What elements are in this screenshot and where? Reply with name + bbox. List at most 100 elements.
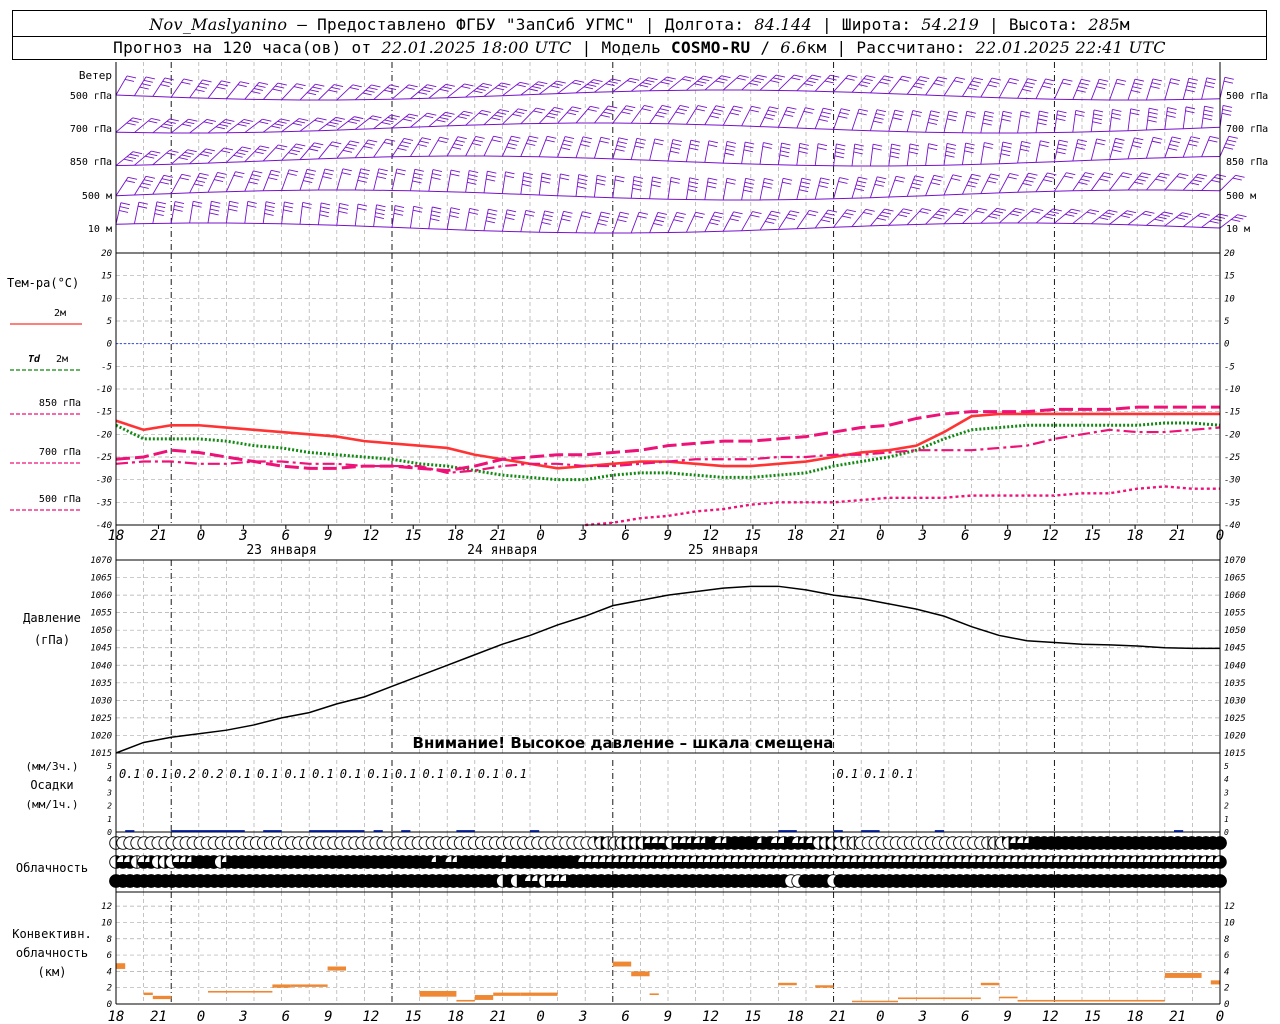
wind-barb-feather bbox=[1020, 144, 1030, 148]
wind-barb-feather bbox=[432, 173, 442, 176]
day-label: 25 января bbox=[688, 543, 758, 558]
wind-barb-feather bbox=[623, 108, 633, 112]
wind-barb-feather bbox=[677, 108, 687, 112]
convective-bar bbox=[1017, 999, 1165, 1002]
wind-barb-feather bbox=[1009, 213, 1019, 217]
wind-barb-feather bbox=[223, 147, 234, 151]
wind-barb-feather bbox=[857, 112, 867, 116]
wind-barb-feather bbox=[615, 175, 625, 179]
temp-ytick-left: 20 bbox=[101, 249, 112, 259]
wind-barb-feather bbox=[633, 179, 643, 183]
wind-barb-feather bbox=[745, 141, 755, 145]
wind-barb-feather bbox=[1160, 172, 1170, 176]
wind-barb-feather bbox=[431, 210, 441, 214]
wind-barb-feather bbox=[1046, 213, 1056, 217]
wind-barb-feather bbox=[765, 113, 776, 117]
wind-barb bbox=[667, 177, 672, 200]
bottom-xtick-label: 15 bbox=[1084, 1009, 1101, 1024]
wind-barb-feather bbox=[752, 211, 762, 215]
wind-barb-feather bbox=[1093, 109, 1104, 113]
prec-3h-value: 0.1 bbox=[285, 767, 307, 781]
prec-3h-value: 0.1 bbox=[837, 767, 859, 781]
wind-barb-feather bbox=[250, 177, 260, 181]
wind-barb-feather bbox=[839, 177, 849, 181]
pres-ytick-left: 1025 bbox=[90, 714, 112, 724]
wind-barb-feather bbox=[464, 83, 474, 87]
wind-barb bbox=[225, 171, 236, 192]
wind-barb-feather bbox=[350, 118, 361, 122]
wind-barb-feather bbox=[1058, 143, 1068, 147]
wind-barb bbox=[943, 207, 960, 225]
wind-barb-feather bbox=[1151, 82, 1161, 86]
wind-barb-feather bbox=[129, 153, 140, 157]
wind-barb-feather bbox=[825, 212, 835, 216]
wind-barb-feather bbox=[1024, 179, 1034, 183]
wind-barb-feather bbox=[1224, 76, 1234, 80]
wind-barb-feather bbox=[587, 83, 597, 87]
wind-barb-feather bbox=[689, 143, 700, 147]
axis-layer: 1818212100336699121215151818212100336699… bbox=[108, 62, 1224, 1024]
wind-barb bbox=[1127, 210, 1146, 226]
wind-barb-feather bbox=[120, 202, 130, 206]
conv-label-line-0: Конвективн. bbox=[12, 927, 91, 941]
wind-barb-feather bbox=[913, 179, 923, 182]
wind-barb-feather bbox=[1089, 209, 1100, 213]
wind-barb-feather bbox=[478, 112, 489, 116]
temp-ytick-right: 10 bbox=[1224, 294, 1235, 304]
wind-barb-feather bbox=[487, 170, 497, 174]
wind-barb-feather bbox=[1154, 218, 1164, 222]
wind-barb-feather bbox=[1126, 210, 1137, 214]
wind-barb-feather bbox=[1041, 85, 1052, 89]
wind-barb-feather bbox=[563, 139, 573, 143]
wind-barb-feather bbox=[1001, 149, 1011, 153]
wind-barb-feather bbox=[324, 168, 335, 172]
wind-barb-feather bbox=[512, 113, 522, 117]
wind-barb-feather bbox=[375, 208, 386, 212]
wind-barb-feather bbox=[368, 87, 378, 91]
wind-barb-feather bbox=[525, 209, 535, 213]
wind-barb-feather bbox=[578, 174, 588, 178]
wind-barb-feather bbox=[1175, 217, 1186, 220]
wind-level-label-left: 10 м bbox=[88, 224, 112, 235]
wind-barb-feather bbox=[626, 105, 636, 109]
wind-barb bbox=[888, 75, 903, 94]
wind-barb-feather bbox=[566, 112, 577, 116]
wind-barb-feather bbox=[240, 121, 250, 125]
wind-barb bbox=[943, 77, 957, 96]
pres-ytick-left: 1060 bbox=[90, 591, 112, 601]
wind-barb bbox=[962, 207, 979, 224]
wind-barb-feather bbox=[413, 172, 424, 176]
temp-ytick-right: -30 bbox=[1224, 476, 1240, 486]
wind-barb-feather bbox=[644, 105, 654, 108]
wind-barb-feather bbox=[881, 78, 891, 82]
wind-barb-feather bbox=[251, 91, 261, 94]
wind-barb-feather bbox=[605, 83, 615, 87]
wind-barb-feather bbox=[166, 120, 176, 124]
wind-barb-feather bbox=[436, 119, 446, 123]
wind-barb-feather bbox=[287, 173, 297, 176]
wind-barb-feather bbox=[148, 120, 158, 124]
wind-barb bbox=[851, 144, 856, 167]
bottom-xtick-label: 9 bbox=[1003, 1009, 1011, 1024]
wind-level-label-right: 500 м bbox=[1226, 191, 1256, 202]
wind-barb-feather bbox=[933, 83, 943, 86]
wind-barb bbox=[1146, 172, 1161, 191]
conv-ytick-left: 0 bbox=[107, 1000, 112, 1010]
wind-barb-feather bbox=[983, 146, 993, 149]
conv-ytick-right: 8 bbox=[1224, 935, 1229, 945]
wind-barb-feather bbox=[218, 83, 229, 87]
computed-label: Рассчитано: bbox=[856, 38, 966, 57]
precip-bar bbox=[125, 830, 135, 832]
wind-barb bbox=[336, 203, 340, 226]
bottom-xtick-label: 3 bbox=[578, 1009, 587, 1024]
wind-barb-feather bbox=[179, 177, 189, 181]
wind-barb bbox=[1182, 106, 1187, 129]
wind-barb-feather bbox=[721, 75, 731, 79]
wind-barb-feather bbox=[1120, 175, 1130, 179]
wind-barb-feather bbox=[1075, 146, 1086, 150]
wind-barb-feather bbox=[938, 210, 948, 214]
wind-barb-feather bbox=[853, 151, 863, 155]
wind-barb-feather bbox=[1038, 118, 1048, 122]
wind-barb-feather bbox=[1079, 82, 1089, 86]
temp-xtick-label: 0 bbox=[876, 528, 884, 544]
